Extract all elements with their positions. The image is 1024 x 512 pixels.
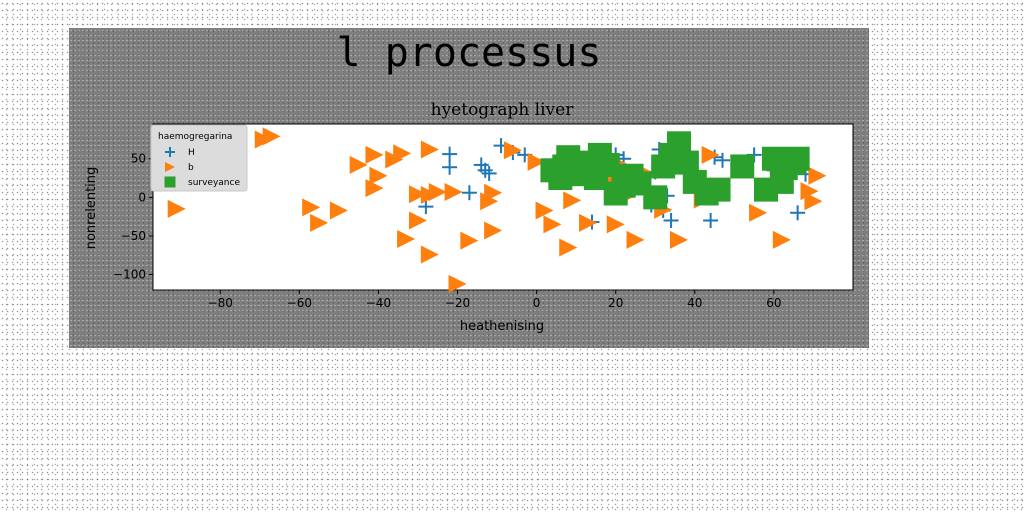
series-surveyance <box>540 131 810 210</box>
legend-label: b <box>188 163 194 173</box>
data-point <box>484 183 503 202</box>
y-tick-label: 0 <box>138 190 146 204</box>
data-point <box>477 162 493 178</box>
data-point <box>772 230 791 249</box>
data-point <box>663 213 679 229</box>
data-point <box>349 155 368 174</box>
data-point <box>730 154 755 179</box>
x-tick-label: −60 <box>287 296 312 310</box>
x-tick-label: 20 <box>608 296 623 310</box>
x-tick-label: −80 <box>208 296 233 310</box>
legend-marker <box>165 147 175 157</box>
y-tick-label: 50 <box>131 152 146 166</box>
data-point <box>701 145 720 164</box>
data-point <box>460 231 479 250</box>
legend-marker <box>165 162 175 172</box>
data-point <box>369 166 388 185</box>
data-point <box>481 165 497 181</box>
y-tick-label: −50 <box>121 229 146 243</box>
x-tick-label: 60 <box>766 296 781 310</box>
data-point <box>397 230 416 249</box>
plot-area <box>152 123 854 291</box>
data-point <box>749 203 768 222</box>
chart-title: hyetograph liver <box>431 100 575 120</box>
data-point <box>535 201 554 220</box>
legend-item: b <box>165 162 194 173</box>
y-axis: −100 −50 0 50 <box>113 152 153 282</box>
data-point <box>606 215 625 234</box>
data-point <box>393 144 412 163</box>
data-point <box>484 221 503 240</box>
data-point <box>563 191 582 210</box>
data-point <box>302 198 321 217</box>
y-axis-label: nonrelenting <box>84 167 99 250</box>
data-point <box>703 213 719 229</box>
data-point <box>595 152 620 177</box>
data-point <box>167 199 186 218</box>
x-tick-label: −20 <box>445 296 470 310</box>
data-point <box>461 185 477 201</box>
x-axis: −80 −60 −40 −20 0 20 40 60 <box>208 290 782 310</box>
legend-item: surveyance <box>164 176 240 188</box>
data-point <box>365 179 384 198</box>
data-marks <box>167 127 827 293</box>
data-point <box>804 192 823 211</box>
data-point <box>579 213 598 232</box>
data-point <box>418 199 434 215</box>
data-point <box>442 159 458 175</box>
data-point <box>706 177 731 202</box>
figure-title: l processus <box>336 30 602 76</box>
legend-box <box>150 124 248 192</box>
chart: hyetograph liver −80 −60 −40 −20 0 20 40 60 −10… <box>84 100 854 334</box>
x-tick-label: 0 <box>533 296 541 310</box>
x-tick-label: 40 <box>687 296 702 310</box>
data-point <box>408 211 427 230</box>
data-point <box>420 140 439 159</box>
data-point <box>714 152 730 168</box>
legend-title: haemogregarina <box>158 132 232 142</box>
data-point <box>408 185 427 204</box>
x-tick-label: −40 <box>366 296 391 310</box>
data-point <box>329 201 348 220</box>
data-point <box>785 146 810 171</box>
data-point <box>503 141 522 160</box>
data-point <box>669 230 688 249</box>
data-point <box>448 274 467 293</box>
legend: haemogregarina Hb surveyance <box>150 124 248 192</box>
legend-label: H <box>188 148 195 158</box>
y-tick-label: −100 <box>113 268 146 282</box>
data-point <box>543 215 562 234</box>
data-point <box>643 185 668 210</box>
data-point <box>808 166 827 185</box>
data-point <box>262 127 281 146</box>
data-point <box>626 230 645 249</box>
data-point <box>420 245 439 264</box>
legend-label: surveyance <box>188 178 240 188</box>
data-point <box>790 205 806 221</box>
data-point <box>444 182 463 201</box>
data-point <box>428 182 447 201</box>
x-axis-label: heathenising <box>460 319 544 334</box>
data-point <box>442 146 458 162</box>
data-point <box>527 152 546 171</box>
figure: l processus hyetograph liver −80 −60 −40 −2… <box>69 28 869 348</box>
data-point <box>310 213 329 232</box>
legend-marker <box>164 176 176 188</box>
legend-item: H <box>165 147 195 158</box>
data-point <box>365 145 384 164</box>
data-point <box>559 238 578 257</box>
